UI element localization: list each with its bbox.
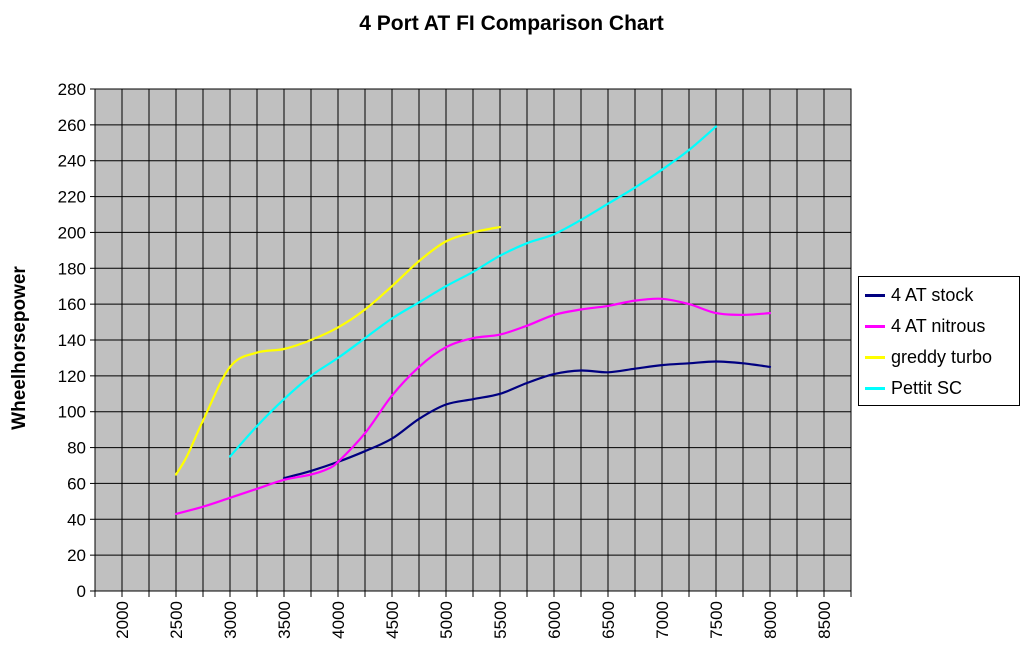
x-tick-label: 4500 bbox=[383, 601, 402, 639]
x-tick-label: 2500 bbox=[167, 601, 186, 639]
x-tick-label: 6000 bbox=[545, 601, 564, 639]
y-tick-label: 80 bbox=[67, 439, 86, 458]
y-tick-label: 140 bbox=[58, 331, 86, 350]
y-tick-label: 0 bbox=[77, 582, 86, 601]
x-tick-label: 5500 bbox=[491, 601, 510, 639]
y-tick-label: 260 bbox=[58, 116, 86, 135]
legend: 4 AT stock 4 AT nitrous greddy turbo Pet… bbox=[858, 276, 1020, 406]
x-tick-label: 7500 bbox=[707, 601, 726, 639]
y-tick-label: 220 bbox=[58, 188, 86, 207]
y-tick-label: 280 bbox=[58, 80, 86, 99]
legend-item-nitrous: 4 AT nitrous bbox=[865, 311, 1019, 342]
y-tick-label: 160 bbox=[58, 295, 86, 314]
legend-swatch bbox=[865, 294, 885, 297]
x-tick-label: 2000 bbox=[113, 601, 132, 639]
x-tick-label: 6500 bbox=[599, 601, 618, 639]
x-tick-labels: 2000 2500 3000 3500 4000 4500 5000 5500 6000 6500… bbox=[113, 601, 834, 639]
legend-label: Pettit SC bbox=[891, 378, 963, 398]
series-line-4-at-stock bbox=[282, 360, 772, 480]
legend-item-greddy-turbo: greddy turbo bbox=[865, 342, 1019, 373]
series-line-greddy-turbo bbox=[174, 226, 502, 476]
x-tick-label: 3000 bbox=[221, 601, 240, 639]
x-tick-label: 5000 bbox=[437, 601, 456, 639]
y-tick-label: 60 bbox=[67, 474, 86, 493]
y-tick-label: 100 bbox=[58, 403, 86, 422]
legend-swatch bbox=[865, 356, 885, 359]
y-tick-label: 40 bbox=[67, 510, 86, 529]
legend-swatch bbox=[865, 325, 885, 328]
legend-item-stock: 4 AT stock bbox=[865, 280, 1019, 311]
y-axis-title: Wheelhorsepower bbox=[9, 266, 30, 430]
x-tick-label: 8000 bbox=[761, 601, 780, 639]
series-lines bbox=[174, 125, 772, 515]
axes bbox=[90, 88, 852, 597]
legend-item-pettit-sc: Pettit SC bbox=[865, 373, 1019, 404]
series-line-4-at-nitrous bbox=[174, 297, 772, 515]
y-tick-label: 120 bbox=[58, 367, 86, 386]
legend-label: 4 AT nitrous bbox=[891, 316, 986, 336]
legend-label: greddy turbo bbox=[891, 347, 993, 367]
y-tick-label: 200 bbox=[58, 223, 86, 242]
legend-swatch bbox=[865, 387, 885, 390]
y-tick-labels: 0 20 40 60 80 100 120 140 160 180 200 220 240 260 280 bbox=[58, 80, 86, 601]
y-tick-label: 20 bbox=[67, 546, 86, 565]
x-tick-label: 3500 bbox=[275, 601, 294, 639]
legend-label: 4 AT stock bbox=[891, 285, 974, 305]
grid-lines bbox=[95, 89, 851, 591]
chart-title: 4 Port AT FI Comparison Chart bbox=[359, 12, 664, 35]
x-tick-label: 7000 bbox=[653, 601, 672, 639]
series-line-pettit-sc bbox=[228, 125, 718, 458]
y-tick-label: 240 bbox=[58, 152, 86, 171]
y-tick-label: 180 bbox=[58, 259, 86, 278]
x-tick-label: 8500 bbox=[815, 601, 834, 639]
x-tick-label: 4000 bbox=[329, 601, 348, 639]
